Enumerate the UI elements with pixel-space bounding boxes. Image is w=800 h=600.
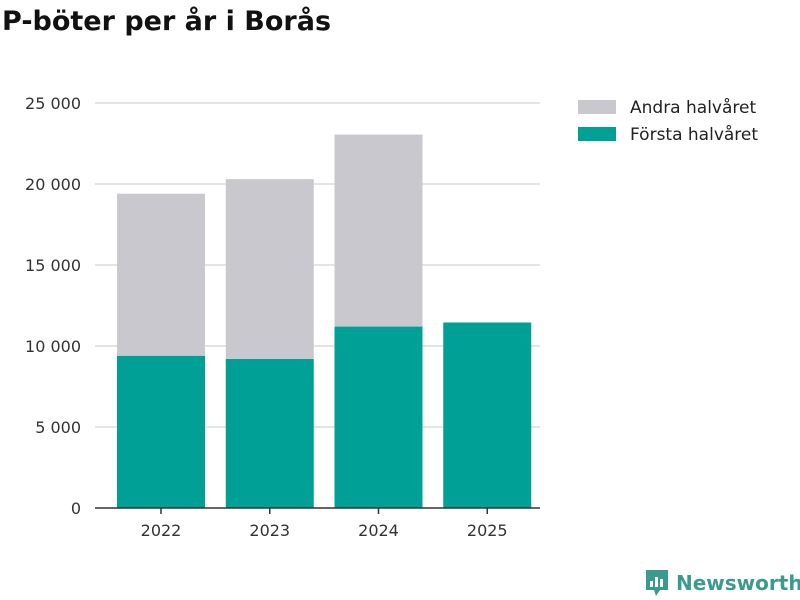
x-tick-label: 2024: [358, 521, 399, 540]
brand-name: Newsworthy: [676, 571, 800, 595]
chart-title: P-böter per år i Borås: [2, 6, 332, 37]
x-tick-labels: 2022 2023 2024 2025: [141, 508, 508, 540]
y-tick-label: 25 000: [25, 94, 81, 113]
bar-2024-första-halvåret: [334, 326, 423, 508]
legend-swatch: [578, 100, 616, 114]
bar-2022-andra-halvåret: [117, 193, 205, 356]
bar-2025-första-halvåret: [443, 322, 532, 508]
legend-swatch: [578, 127, 616, 141]
legend: Andra halvåret Första halvåret: [578, 97, 758, 145]
legend-label: Första halvåret: [630, 124, 758, 145]
y-tick-label: 20 000: [25, 175, 81, 194]
bar-2024-andra-halvåret: [334, 134, 423, 327]
bar-2023-första-halvåret: [225, 358, 314, 508]
newsworthy-logo-icon: [646, 570, 668, 596]
bars: [117, 134, 532, 508]
x-tick-label: 2023: [249, 521, 290, 540]
bar-2022-första-halvåret: [117, 355, 205, 508]
bar-2023-andra-halvåret: [225, 179, 314, 359]
y-tick-label: 0: [71, 499, 81, 518]
legend-label: Andra halvåret: [630, 97, 756, 118]
x-tick-label: 2022: [141, 521, 182, 540]
brand-logo: Newsworthy: [644, 568, 800, 598]
x-tick-label: 2025: [467, 521, 508, 540]
y-tick-label: 15 000: [25, 256, 81, 275]
y-tick-label: 5 000: [35, 418, 81, 437]
y-tick-labels: 0 5 000 10 000 15 000 20 000 25 000: [25, 94, 81, 518]
y-tick-label: 10 000: [25, 337, 81, 356]
